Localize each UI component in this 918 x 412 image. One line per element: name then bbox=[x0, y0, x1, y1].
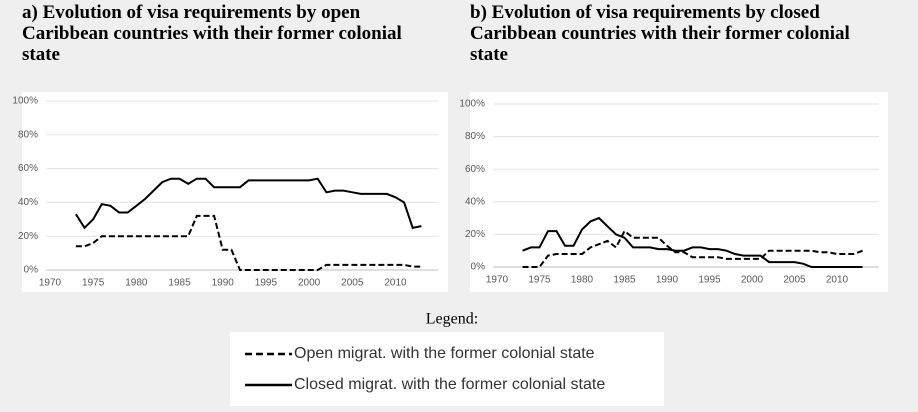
y-tick-label: 60% bbox=[465, 164, 485, 175]
x-tick-label: 1990 bbox=[656, 275, 679, 286]
x-tick-label: 1995 bbox=[698, 275, 721, 286]
x-tick-label: 2010 bbox=[384, 278, 407, 289]
legend-label: Open migrat. with the former colonial st… bbox=[294, 345, 595, 362]
x-tick-label: 1985 bbox=[613, 275, 636, 286]
x-tick-label: 1990 bbox=[212, 278, 235, 289]
x-tick-label: 1980 bbox=[571, 275, 594, 286]
legend-frame bbox=[230, 332, 664, 406]
chart-b-frame bbox=[470, 92, 888, 292]
x-tick-label: 2000 bbox=[298, 278, 321, 289]
y-tick-label: 100% bbox=[12, 96, 38, 107]
x-tick-label: 2005 bbox=[783, 275, 806, 286]
x-tick-label: 2005 bbox=[341, 278, 364, 289]
chart-title: a) Evolution of visa requirements by ope… bbox=[22, 2, 402, 65]
series-line bbox=[75, 177, 422, 230]
legend-title: Legend: bbox=[426, 311, 478, 328]
chart-title: b) Evolution of visa requirements by clo… bbox=[470, 2, 850, 65]
y-tick-label: 0% bbox=[471, 262, 486, 273]
x-tick-label: 1995 bbox=[255, 278, 278, 289]
y-tick-label: 0% bbox=[24, 265, 39, 276]
series-line bbox=[522, 216, 863, 268]
x-tick-label: 1980 bbox=[125, 278, 148, 289]
x-tick-label: 1970 bbox=[39, 278, 62, 289]
y-tick-label: 80% bbox=[18, 129, 38, 140]
x-tick-label: 1975 bbox=[528, 275, 551, 286]
x-tick-label: 2000 bbox=[741, 275, 764, 286]
y-tick-label: 20% bbox=[465, 229, 485, 240]
x-tick-label: 2010 bbox=[826, 275, 849, 286]
y-tick-label: 40% bbox=[18, 197, 38, 208]
y-tick-label: 40% bbox=[465, 196, 485, 207]
y-tick-label: 60% bbox=[18, 163, 38, 174]
series-line bbox=[522, 229, 863, 268]
y-tick-label: 80% bbox=[465, 131, 485, 142]
series-line bbox=[75, 214, 422, 271]
y-tick-label: 100% bbox=[459, 99, 485, 110]
legend-label: Closed migrat. with the former colonial … bbox=[294, 376, 605, 393]
chart-a-frame bbox=[22, 92, 448, 292]
x-tick-label: 1970 bbox=[486, 275, 509, 286]
x-tick-label: 1985 bbox=[168, 278, 191, 289]
x-tick-label: 1975 bbox=[82, 278, 105, 289]
y-tick-label: 20% bbox=[18, 231, 38, 242]
